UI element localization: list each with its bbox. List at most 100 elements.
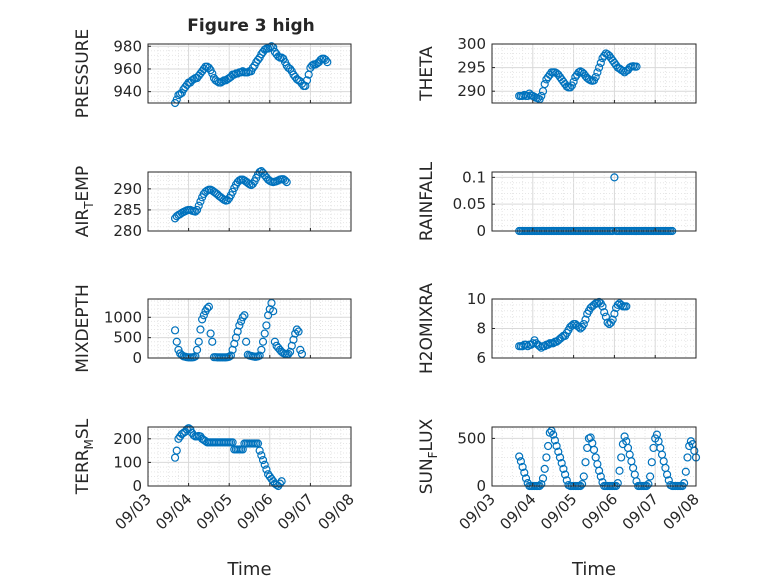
data-point <box>258 337 268 346</box>
data-point <box>567 81 577 90</box>
data-point <box>542 453 551 462</box>
y-tick-label: 960 <box>113 60 142 78</box>
data-point <box>644 479 653 489</box>
data-point <box>236 317 246 326</box>
data-point <box>632 62 641 71</box>
data-point <box>206 329 215 338</box>
data-point <box>297 349 307 359</box>
data-point <box>172 446 181 455</box>
data-point <box>292 325 301 334</box>
y-axis-label: PRESSURE <box>73 29 93 118</box>
data-point <box>242 337 251 346</box>
y-axis-label: H2OMIXRA <box>417 283 437 374</box>
data-point <box>260 329 269 338</box>
data-point <box>323 58 332 67</box>
data-point <box>218 77 227 86</box>
data-point <box>577 479 587 489</box>
data-point <box>601 312 611 321</box>
data-point <box>518 462 527 472</box>
data-point <box>267 298 276 308</box>
data-point <box>321 55 330 64</box>
data-point <box>307 61 317 70</box>
data-point <box>600 308 609 317</box>
data-point <box>552 441 561 451</box>
data-point <box>557 459 566 468</box>
y-tick-label: 940 <box>113 83 142 101</box>
y-tick-label: 100 <box>113 453 142 471</box>
subplot-rainfall: 0 0.05 0.1 RAINFALL <box>417 161 697 241</box>
y-tick-label: 0 <box>132 477 142 495</box>
y-tick-label: 295 <box>457 59 486 77</box>
data-point <box>262 321 271 330</box>
data-point <box>596 58 605 67</box>
y-tick-label: 300 <box>457 35 486 53</box>
data-point <box>617 453 626 462</box>
axes-box <box>491 171 697 232</box>
data-point <box>618 66 628 76</box>
subplot-pressure: 940 960 980 PRESSURE <box>73 29 352 118</box>
data-point <box>275 479 285 488</box>
data-point <box>257 451 266 460</box>
axes-box <box>147 298 352 359</box>
data-point <box>198 315 207 324</box>
y-tick-label: 10 <box>467 290 486 308</box>
data-point <box>228 187 237 196</box>
data-point <box>620 432 629 441</box>
y-tick-label: 500 <box>457 429 486 447</box>
y-tick-label: 285 <box>113 201 142 219</box>
axes-box <box>147 43 352 104</box>
data-point <box>550 436 560 445</box>
subplot-mixdepth: 0 500 1000 MIXDEPTH <box>73 284 352 373</box>
data-point <box>302 76 312 85</box>
axes-box <box>491 43 697 104</box>
y-axis-label: MIXDEPTH <box>73 284 93 373</box>
data-point <box>537 91 546 101</box>
data-point <box>270 337 279 346</box>
data-point <box>199 311 208 320</box>
data-point <box>294 327 303 336</box>
data-point <box>538 474 548 483</box>
data-point <box>208 337 217 346</box>
data-point <box>549 430 558 439</box>
data-point <box>301 81 310 91</box>
data-point <box>662 470 672 479</box>
data-point <box>260 45 269 54</box>
data-point <box>537 479 546 489</box>
x-axis-label: Time <box>226 559 271 580</box>
figure-title: Figure 3 high <box>187 16 315 36</box>
y-tick-label: 0 <box>132 349 142 367</box>
data-point <box>543 441 553 451</box>
subplot-theta: 290 295 300 THETA <box>417 35 697 104</box>
data-point <box>235 321 244 330</box>
data-point <box>594 63 604 72</box>
subplot-air-temp: 280 285 290 AIRTEMP <box>73 166 352 240</box>
axes-box <box>147 171 352 232</box>
subplot-h2omixra: 6 8 10 H2OMIXRA <box>417 283 697 374</box>
data-point <box>560 470 570 479</box>
y-axis-label: AIRTEMP <box>73 166 96 237</box>
y-tick-label: 290 <box>457 82 486 100</box>
axes-box <box>147 426 352 487</box>
plot-area <box>492 172 696 231</box>
data-point <box>608 315 617 324</box>
data-point <box>280 176 290 185</box>
data-point <box>679 479 689 488</box>
y-tick-label: 8 <box>476 320 486 338</box>
y-tick-label: 0 <box>476 477 486 495</box>
data-point <box>196 197 205 206</box>
data-point <box>284 349 293 359</box>
y-axis-label: TERRMSL <box>73 418 96 495</box>
y-tick-label: 0.05 <box>453 195 486 213</box>
subplot-terr-msl: 0 100 200 TERRMSL <box>73 418 352 495</box>
y-tick-label: 200 <box>113 430 142 448</box>
data-point <box>559 464 568 473</box>
data-point <box>622 302 631 311</box>
y-tick-label: 280 <box>113 222 142 240</box>
axes-box <box>491 426 697 487</box>
data-point <box>589 445 599 454</box>
y-axis-label: RAINFALL <box>417 161 437 241</box>
data-point <box>192 345 202 354</box>
data-point <box>203 304 212 313</box>
data-point <box>192 205 202 215</box>
data-point <box>196 325 205 334</box>
